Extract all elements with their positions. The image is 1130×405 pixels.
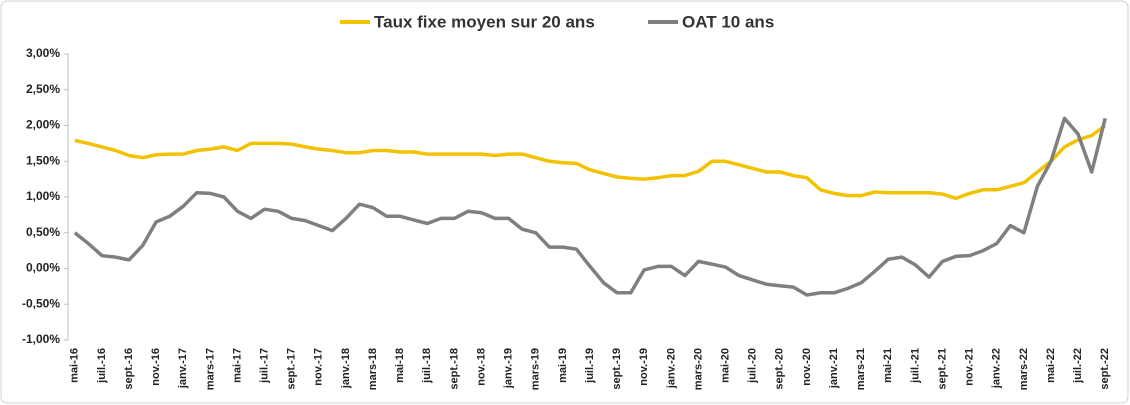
legend-label: OAT 10 ans: [682, 12, 774, 31]
y-tick-label: 0,00%: [26, 261, 60, 275]
x-tick-label: juil.-18: [421, 348, 433, 384]
x-tick-label: janv.-19: [503, 348, 515, 389]
x-tick-label: sept.-16: [123, 348, 135, 390]
x-tick-label: mai-19: [557, 348, 569, 383]
x-tick-label: sept.-21: [936, 348, 948, 390]
x-tick-label: mai-21: [882, 348, 894, 383]
x-tick-label: juil.-19: [584, 348, 596, 384]
x-tick-label: nov.-16: [150, 348, 162, 386]
x-tick-label: nov.-18: [475, 348, 487, 386]
x-tick-label: nov.-19: [638, 348, 650, 386]
x-tick-label: sept.-20: [774, 348, 786, 390]
series-line: [73, 116, 1107, 297]
y-tick-label: -1,00%: [22, 332, 60, 346]
x-tick-label: mars-20: [692, 348, 704, 390]
x-tick-label: nov.-21: [964, 348, 976, 386]
x-tick-label: juil.-22: [1072, 348, 1084, 384]
y-tick-label: -0,50%: [22, 296, 60, 310]
x-tick-label: sept.-18: [448, 348, 460, 390]
y-tick-label: 0,50%: [26, 225, 60, 239]
x-tick-label: mars-17: [204, 348, 216, 390]
x-tick-label: mai-18: [394, 348, 406, 383]
x-tick-label: mai-22: [1045, 348, 1057, 383]
y-tick-label: 1,00%: [26, 189, 60, 203]
x-tick-label: mai-17: [231, 348, 243, 383]
y-tick-label: 3,00%: [26, 46, 60, 60]
x-tick-label: janv.-21: [828, 348, 840, 389]
x-tick-label: janv.-18: [340, 348, 352, 389]
x-tick-label: mars-19: [530, 348, 542, 390]
x-tick-label: sept.-17: [286, 348, 298, 390]
x-tick-label: janv.-20: [665, 348, 677, 389]
legend-label: Taux fixe moyen sur 20 ans: [374, 12, 595, 31]
x-tick-label: juil.-16: [96, 348, 108, 384]
y-tick-label: 2,00%: [26, 118, 60, 132]
x-tick-label: mars-18: [367, 348, 379, 390]
series-line: [74, 124, 1107, 201]
y-tick-label: 2,50%: [26, 82, 60, 96]
x-tick-label: mai-16: [69, 348, 81, 383]
x-tick-label: mars-21: [855, 348, 867, 390]
x-tick-label: janv.-22: [991, 348, 1003, 389]
x-tick-label: nov.-20: [801, 348, 813, 386]
x-tick-label: nov.-17: [313, 348, 325, 386]
x-tick-label: mai-20: [719, 348, 731, 383]
x-tick-label: juil.-20: [747, 348, 759, 384]
y-tick-label: 1,50%: [26, 153, 60, 167]
x-tick-label: juil.-17: [259, 348, 271, 384]
x-tick-label: sept.-22: [1099, 348, 1111, 390]
x-tick-label: janv.-17: [177, 348, 189, 389]
x-tick-label: juil.-21: [909, 348, 921, 384]
x-tick-label: mars-22: [1018, 348, 1030, 390]
x-tick-label: sept.-19: [611, 348, 623, 390]
